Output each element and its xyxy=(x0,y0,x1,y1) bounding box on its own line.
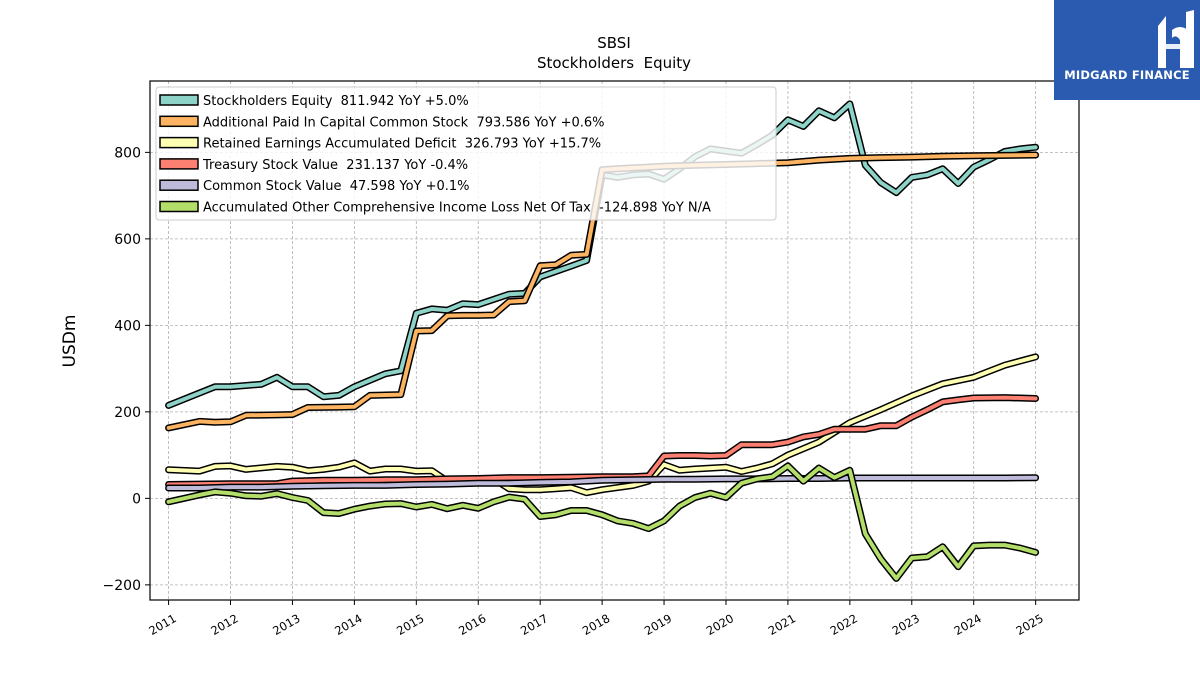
legend-label-5: Common Stock Value 47.598 YoY +0.1% xyxy=(203,179,470,194)
x-tick-label: 2025 xyxy=(1013,611,1045,638)
y-axis-label: USDm xyxy=(60,315,80,368)
series-line-4 xyxy=(166,395,1038,487)
x-tick-label: 2012 xyxy=(208,611,240,638)
y-tick-label: −200 xyxy=(103,578,141,594)
chart-title: SBSI xyxy=(597,34,631,52)
x-tick-label: 2019 xyxy=(642,611,674,638)
plot-frame xyxy=(149,80,1080,601)
legend-swatch-2 xyxy=(159,115,199,128)
series-line-3 xyxy=(166,354,1038,495)
x-tick-label: 2013 xyxy=(270,611,302,638)
x-tick-label: 2024 xyxy=(952,611,984,638)
y-tick-label: 600 xyxy=(114,232,141,248)
legend-label-4: Treasury Stock Value 231.137 YoY -0.4% xyxy=(202,158,468,173)
x-tick-label: 2016 xyxy=(456,611,488,638)
x-tick-label: 2017 xyxy=(518,611,550,638)
x-tick-label: 2014 xyxy=(332,611,364,638)
midgard-finance-logo: MIDGARD FINANCE xyxy=(1054,0,1200,100)
legend-label-1: Stockholders Equity 811.942 YoY +5.0% xyxy=(203,94,469,109)
legend-label-6: Accumulated Other Comprehensive Income L… xyxy=(203,201,711,216)
x-tick-label: 2018 xyxy=(580,611,612,638)
legend: Stockholders Equity 811.942 YoY +5.0% Add… xyxy=(155,86,777,221)
series-line-2 xyxy=(166,153,1038,430)
logo-mark-icon xyxy=(1158,10,1194,68)
y-axis: −200 0 200 400 600 800 xyxy=(103,145,150,594)
legend-swatch-6 xyxy=(159,200,199,213)
x-tick-label: 2021 xyxy=(766,611,798,638)
y-tick-label: 200 xyxy=(114,405,141,421)
chart-subtitle: Stockholders Equity xyxy=(537,54,691,72)
legend-label-3: Retained Earnings Accumulated Deficit 32… xyxy=(203,137,601,152)
legend-swatch-1 xyxy=(159,94,199,106)
x-tick-label: 2015 xyxy=(394,611,426,638)
series-line-6 xyxy=(166,463,1038,581)
x-tick-label: 2022 xyxy=(828,611,860,638)
y-tick-label: 400 xyxy=(114,318,141,334)
legend-swatch-4 xyxy=(159,158,199,170)
y-tick-label: 0 xyxy=(132,491,141,507)
legend-label-2: Additional Paid In Capital Common Stock … xyxy=(203,115,605,130)
legend-swatch-5 xyxy=(159,179,199,191)
x-tick-label: 2023 xyxy=(890,611,922,638)
logo-text: MIDGARD FINANCE xyxy=(1064,68,1190,82)
x-axis: 2011 2012 2013 2014 2015 2016 2017 2018 2019 2020… xyxy=(146,600,1046,638)
legend-box xyxy=(155,86,777,221)
y-tick-label: 800 xyxy=(114,145,141,161)
series-line-5 xyxy=(166,475,1038,490)
series-lines xyxy=(165,100,1040,582)
x-tick-label: 2011 xyxy=(146,611,178,638)
legend-swatch-3 xyxy=(159,136,199,149)
x-tick-label: 2020 xyxy=(704,611,736,638)
